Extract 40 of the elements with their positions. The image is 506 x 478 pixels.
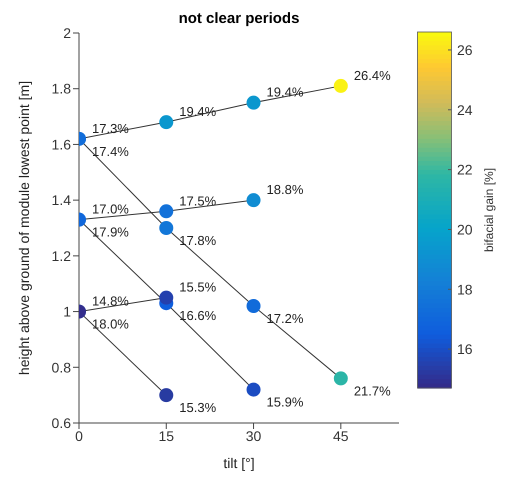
annotation: 15.5% [179,280,217,295]
annotation: 14.8% [92,294,130,309]
annotation: 17.5% [179,193,217,208]
y-tick-label: 1.6 [52,136,72,152]
chart-title: not clear periods [178,10,300,27]
annotation: 18.8% [266,182,304,198]
x-tick-label: 0 [75,428,84,444]
color-bar-label: 24 [457,102,473,118]
y-tick-label: 1.2 [52,248,72,264]
annotation: 21.7% [354,383,392,398]
y-tick-label: 0.8 [52,359,72,376]
annotation: 19.4% [266,84,304,100]
color-bar-title: bifacial gain [%] [482,168,496,252]
annotation: 17.2% [266,311,304,326]
annotation: 19.4% [179,104,217,120]
color-bar-label: 16 [457,341,473,358]
color-bar-label: 22 [457,162,473,178]
annotation: 15.3% [179,400,217,416]
annotation: 26.4% [354,68,392,83]
color-bar-label: 18 [457,281,473,298]
y-tick-label: 0.6 [52,414,72,431]
annotation: 17.4% [92,144,130,159]
annotation: 17.9% [92,224,130,240]
annotation: 15.9% [266,394,304,410]
x-axis-title: tilt [°] [223,455,255,471]
annotation: 16.6% [179,308,217,324]
y-tick-label: 1.8 [52,80,72,97]
annotation: 17.3% [92,120,130,136]
x-tick-label: 15 [158,428,174,444]
y-tick-label: 1 [63,304,72,320]
y-tick-label: 2 [63,24,72,41]
x-tick-label: 30 [246,428,262,444]
x-tick-label: 45 [333,428,349,444]
color-bar-label: 26 [457,42,473,58]
y-axis-title: height above ground of module lowest point [m] [16,80,32,376]
annotation: 17.0% [92,202,130,217]
y-tick-label: 1.4 [52,192,72,208]
color-bar-label: 20 [457,221,473,238]
annotation: 18.0% [92,316,130,332]
annotation: 17.8% [179,233,217,248]
